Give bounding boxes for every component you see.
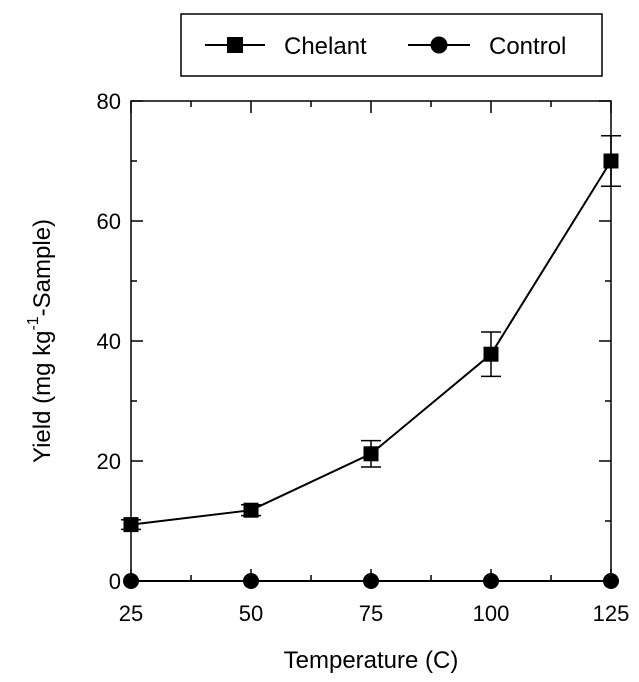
y-tick-label: 20 xyxy=(97,449,121,474)
y-tick-label: 0 xyxy=(109,569,121,594)
series-layer xyxy=(121,135,621,589)
data-point-square xyxy=(603,153,619,169)
legend-label-chelant: Chelant xyxy=(284,33,367,60)
y-axis-label-superscript: -1 xyxy=(25,316,42,330)
data-point-circle xyxy=(243,573,259,589)
y-tick-label: 60 xyxy=(97,209,121,234)
axis-ticks xyxy=(130,100,612,582)
data-point-square xyxy=(243,502,259,518)
series-chelant xyxy=(121,135,621,533)
data-point-square xyxy=(363,446,379,462)
x-tick-label: 125 xyxy=(593,601,630,626)
data-point-square xyxy=(483,346,499,362)
y-tick-label: 80 xyxy=(97,89,121,114)
series-control xyxy=(123,573,619,589)
data-point-circle xyxy=(483,573,499,589)
legend: Chelant Control xyxy=(180,13,603,77)
data-point-circle xyxy=(363,573,379,589)
x-tick-label: 100 xyxy=(473,601,510,626)
x-tick-label: 25 xyxy=(119,601,143,626)
legend-marker-square xyxy=(227,37,243,53)
y-axis-label-suffix: -Sample) xyxy=(29,219,56,316)
data-point-square xyxy=(123,517,139,533)
axis-tick-labels: 25 50 75 100 125 0 20 40 60 80 xyxy=(97,89,630,626)
legend-label-control: Control xyxy=(489,33,566,60)
y-axis-label-prefix: Yield (mg kg xyxy=(29,331,56,464)
series-line-chelant xyxy=(130,160,612,526)
x-tick-label: 75 xyxy=(359,601,383,626)
plot-frame xyxy=(130,100,612,582)
data-point-circle xyxy=(123,573,139,589)
y-axis-label: Yield (mg kg-1-Sample) xyxy=(25,219,56,463)
y-tick-label: 40 xyxy=(97,329,121,354)
x-axis-label: Temperature (C) xyxy=(284,647,459,674)
x-tick-label: 50 xyxy=(239,601,263,626)
data-point-circle xyxy=(603,573,619,589)
legend-marker-circle xyxy=(430,36,448,54)
